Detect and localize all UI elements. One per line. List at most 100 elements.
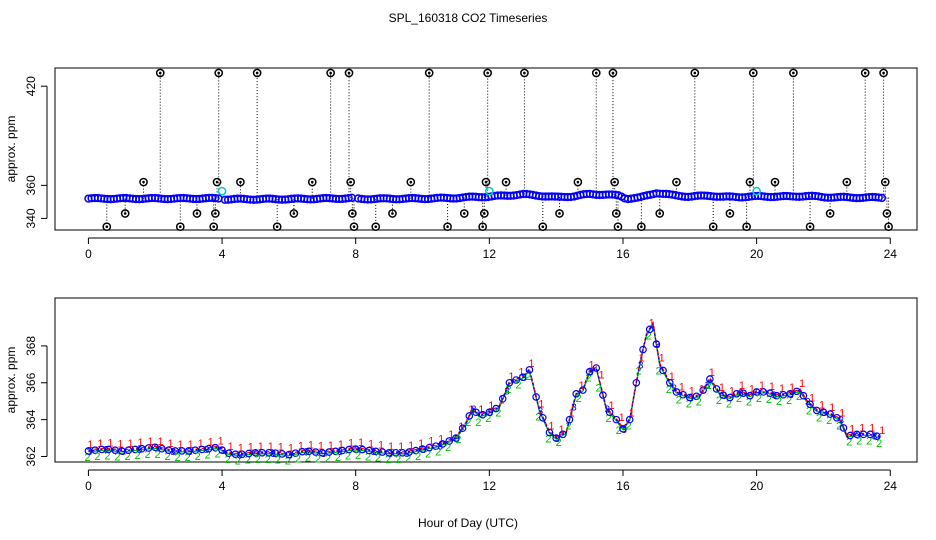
series-3-point — [706, 375, 714, 383]
series-2-label: 2 — [185, 452, 191, 464]
series-2-label: 2 — [856, 435, 862, 447]
outlier-point-core — [292, 212, 296, 215]
series-1-label: 1 — [278, 442, 284, 454]
series-3-label: 3 — [772, 390, 778, 401]
series-3-point — [492, 404, 500, 413]
outlier-point-core — [616, 225, 620, 228]
series-3-point — [799, 391, 808, 400]
outlier-point-core — [481, 225, 484, 228]
series-3-point — [766, 389, 774, 398]
outlier-point — [478, 222, 488, 232]
top-outlier-points — [102, 68, 893, 232]
series-1-label: 1 — [478, 404, 484, 416]
outlier-point — [745, 177, 755, 187]
series-2-label: 2 — [606, 413, 612, 425]
series-1-label: 1 — [829, 402, 835, 414]
series-2-label: 2 — [155, 449, 161, 461]
series-1-label: 1 — [498, 395, 504, 407]
series-3-point — [605, 408, 614, 417]
series-2-label: 2 — [786, 395, 792, 407]
series-2-label: 2 — [525, 371, 531, 383]
series-2-label: 2 — [405, 453, 411, 465]
series-3-label: 3 — [721, 391, 727, 402]
outlier-point — [789, 68, 798, 78]
series-2-label: 2 — [475, 417, 481, 429]
series-3-label: 3 — [621, 425, 627, 436]
outlier-point-core — [885, 212, 889, 215]
outlier-point — [346, 177, 356, 187]
outlier-point — [139, 177, 148, 187]
y-tick-label: 364 — [24, 409, 38, 429]
series-1-label: 1 — [228, 441, 234, 453]
series-3-point — [552, 434, 560, 442]
series-3-label: 3 — [421, 445, 427, 456]
series-3-label: 3 — [655, 340, 661, 351]
series-3-point — [592, 364, 601, 372]
series-2-label: 2 — [235, 456, 241, 468]
outlier-point-core — [576, 180, 580, 184]
series-3-point — [599, 391, 607, 399]
outlier-point-core — [640, 225, 643, 228]
series-2-label: 2 — [124, 451, 130, 463]
series-2-label: 2 — [716, 395, 722, 407]
series-3-point — [746, 391, 754, 400]
series-3-point — [545, 428, 554, 437]
series-1-label: 1 — [749, 384, 755, 396]
outlier-point-core — [792, 71, 795, 75]
outlier-point — [690, 68, 700, 78]
outlier-point — [479, 209, 489, 218]
series-2-label: 2 — [435, 446, 441, 458]
cyan-point — [484, 186, 494, 196]
bottom-y-axis: 362 364 366 368 — [24, 336, 48, 466]
series-2-label: 2 — [215, 448, 221, 460]
outlier-point-core — [808, 225, 812, 228]
series-1-label: 1 — [428, 436, 434, 448]
outlier-point — [655, 209, 665, 218]
series-1-label: 1 — [288, 443, 294, 455]
outlier-point-core — [523, 71, 526, 75]
outlier-point-core — [178, 225, 182, 228]
series-3-label: 3 — [371, 447, 377, 458]
outlier-point-core — [195, 212, 199, 215]
outlier-point — [613, 222, 623, 232]
series-1-label: 1 — [779, 383, 785, 395]
series-2-label: 2 — [726, 399, 732, 411]
outlier-point — [748, 68, 758, 78]
series-3-label: 3 — [304, 447, 310, 458]
outlier-point — [120, 209, 130, 218]
series-3-point — [565, 415, 574, 424]
series-3-point — [866, 430, 875, 439]
outlier-point — [459, 209, 469, 218]
series-3-label: 3 — [270, 449, 276, 460]
series-1-label: 1 — [789, 382, 795, 394]
series-1-label: 1 — [689, 386, 695, 398]
y-tick-label: 420 — [24, 76, 38, 96]
outlier-point-core — [615, 212, 618, 215]
outlier-point — [608, 68, 618, 78]
outlier-point — [272, 222, 282, 232]
y-tick-label: 366 — [24, 372, 38, 392]
outlier-point — [388, 209, 397, 218]
outlier-point-core — [541, 225, 545, 228]
series-2-label: 2 — [265, 454, 271, 466]
outlier-point — [573, 177, 583, 187]
series-3-label: 3 — [321, 449, 327, 460]
outlier-point — [879, 68, 888, 78]
bottom-y-axis-label: approx. ppm — [4, 347, 18, 414]
series-3-point — [625, 415, 634, 424]
series-2-label: 2 — [195, 451, 201, 463]
series-2-label: 2 — [295, 453, 301, 465]
series-1-label: 1 — [328, 440, 334, 452]
outlier-point-core — [728, 212, 732, 215]
outlier-point — [175, 222, 185, 232]
series-3-point — [438, 440, 447, 448]
x-tick-label: 24 — [884, 479, 898, 493]
series-2-label: 2 — [165, 451, 171, 463]
outlier-point-core — [409, 180, 413, 184]
series-2-label: 2 — [445, 442, 451, 454]
top-plot-frame — [54, 67, 918, 231]
series-2-label: 2 — [315, 453, 321, 465]
series-2-label: 2 — [766, 394, 772, 406]
series-2-label: 2 — [345, 451, 351, 463]
series-2-label: 2 — [565, 421, 571, 433]
